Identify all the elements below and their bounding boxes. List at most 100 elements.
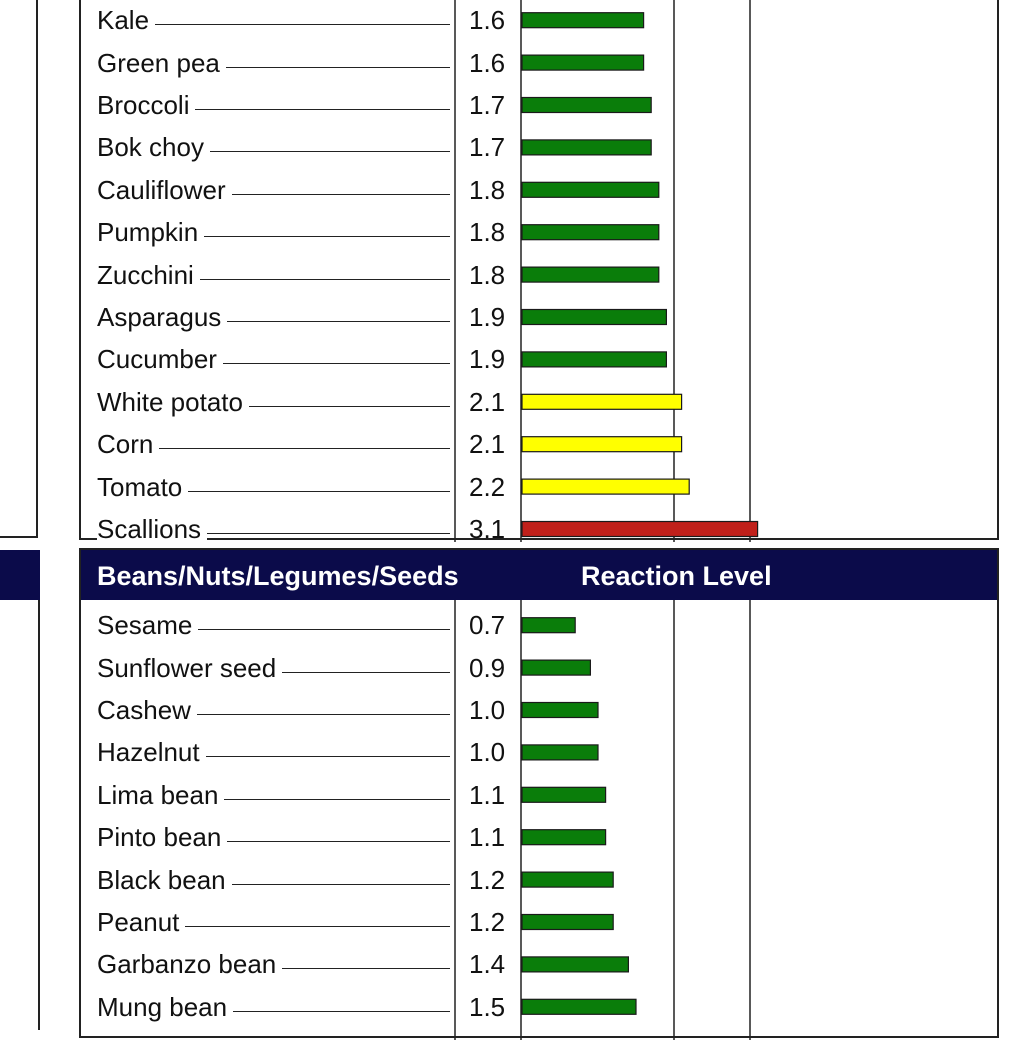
value-label: 1.1 — [469, 779, 506, 810]
bar — [521, 998, 637, 1015]
category-label: Pinto bean — [97, 821, 228, 854]
leader-line — [141, 278, 450, 280]
leader-line — [141, 236, 450, 238]
value-label: 1.2 — [469, 907, 506, 937]
panel-header: Beans/Nuts/Legumes/Seeds Reaction Level — [81, 550, 997, 600]
category-label: Sunflower seed — [97, 651, 283, 684]
leader-line — [141, 841, 450, 843]
bar — [521, 224, 660, 241]
bar — [521, 54, 645, 71]
category-label: White potato — [97, 385, 249, 418]
leader-line — [141, 798, 450, 800]
leader-line — [141, 151, 450, 153]
leader-line — [141, 671, 450, 673]
category-label: Cucumber — [97, 343, 223, 376]
bar — [521, 393, 683, 410]
leader-line — [141, 756, 450, 758]
category-label: Green pea — [97, 46, 226, 79]
bar — [521, 871, 614, 888]
bar — [521, 913, 614, 931]
value-label: 2.1 — [469, 386, 506, 417]
bar — [521, 181, 660, 198]
category-label: Bok choy — [97, 131, 210, 164]
reaction-level-header: Reaction Level — [581, 561, 772, 591]
bar — [521, 701, 599, 719]
leader-line — [141, 629, 450, 631]
category-label: Mung bean — [97, 990, 234, 1023]
bar — [521, 786, 607, 803]
beans-bar-chart — [454, 600, 751, 1040]
bar — [521, 478, 690, 495]
leader-line — [141, 405, 450, 407]
category-label: Peanut — [97, 906, 186, 938]
beans-nuts-legumes-seeds-panel: Beans/Nuts/Legumes/Seeds Reaction Level … — [79, 548, 999, 1040]
adjacent-panel-header-edge — [0, 550, 40, 600]
bar — [521, 520, 759, 538]
leader-line — [141, 714, 450, 715]
value-label: 2.2 — [469, 471, 506, 502]
value-label: 1.6 — [469, 5, 506, 36]
category-label: Zucchini — [97, 258, 200, 291]
value-label: 1.5 — [469, 991, 506, 1022]
category-label: Cauliflower — [97, 173, 232, 206]
bar — [521, 617, 576, 634]
leader-line — [141, 321, 450, 322]
category-label: Cashew — [97, 694, 197, 726]
value-label: 1.7 — [469, 90, 506, 120]
leader-line — [141, 448, 450, 450]
leader-line — [141, 109, 450, 110]
value-label: 1.1 — [469, 822, 506, 853]
bar — [521, 436, 683, 453]
category-label: Corn — [97, 428, 160, 461]
leader-line — [141, 883, 450, 885]
category-label: Black bean — [97, 863, 232, 896]
value-label: 1.0 — [469, 737, 506, 768]
bar — [521, 308, 667, 326]
category-label: Pumpkin — [97, 216, 205, 249]
value-label: 2.1 — [469, 429, 506, 460]
value-label: 1.0 — [469, 695, 506, 725]
value-label: 1.8 — [469, 259, 506, 290]
leader-line — [141, 926, 450, 927]
adjacent-panel-edge — [0, 0, 38, 538]
category-label: Kale — [97, 4, 156, 37]
value-label: 1.6 — [469, 47, 506, 78]
category-label: Lima bean — [97, 778, 225, 811]
category-label: Tomato — [97, 470, 189, 503]
leader-line — [141, 363, 450, 365]
category-label: Scallions — [97, 513, 208, 545]
value-label: 1.2 — [469, 864, 506, 895]
bar — [521, 266, 660, 283]
vegetables-panel: Kale 1.6 Green pea 1.6 Broccoli 1.7 Bok choy 1.… — [79, 0, 999, 545]
bar — [521, 829, 607, 846]
value-label: 0.7 — [469, 610, 506, 641]
category-label: Garbanzo bean — [97, 948, 283, 981]
value-label: 1.9 — [469, 302, 506, 332]
leader-line — [141, 490, 450, 492]
leader-line — [141, 193, 450, 195]
adjacent-panel-border — [38, 600, 40, 1030]
leader-line — [141, 968, 450, 970]
value-label: 1.9 — [469, 344, 506, 375]
leader-line — [141, 24, 450, 26]
value-label: 1.8 — [469, 217, 506, 248]
category-label: Hazelnut — [97, 736, 206, 769]
value-label: 1.7 — [469, 132, 506, 163]
bar — [521, 12, 645, 29]
bar — [521, 956, 630, 973]
leader-line — [141, 533, 450, 534]
leader-line — [141, 66, 450, 68]
vegetables-bar-chart — [454, 0, 759, 542]
bar — [521, 351, 667, 368]
category-label: Broccoli — [97, 89, 196, 121]
value-label: 1.4 — [469, 949, 506, 980]
category-label: Asparagus — [97, 301, 228, 333]
bar — [521, 744, 599, 761]
bar — [521, 659, 592, 676]
bar — [521, 139, 652, 156]
value-label: 0.9 — [469, 652, 506, 683]
value-label: 3.1 — [469, 514, 506, 544]
leader-line — [141, 1010, 450, 1012]
bar — [521, 96, 652, 114]
category-header: Beans/Nuts/Legumes/Seeds — [97, 561, 459, 591]
